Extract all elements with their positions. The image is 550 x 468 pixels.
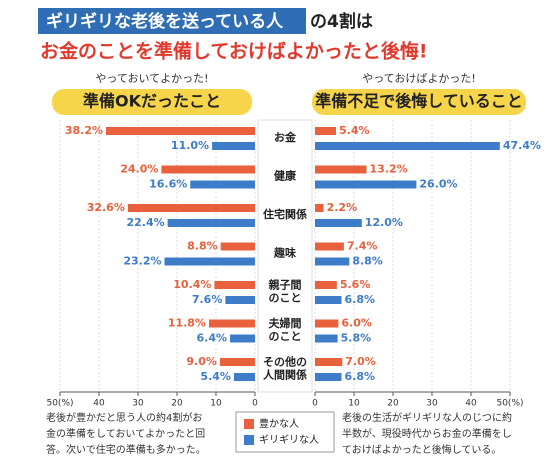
value-label: 26.0% bbox=[419, 178, 457, 191]
panel-note: やっておいてよかった! bbox=[95, 72, 208, 85]
legend-swatch bbox=[244, 435, 254, 445]
panel-heading-box bbox=[312, 89, 526, 115]
category-label: 人間関係 bbox=[263, 368, 307, 382]
value-label: 13.2% bbox=[369, 163, 407, 176]
value-label: 7.4% bbox=[347, 240, 378, 253]
category-label: 健康 bbox=[274, 169, 297, 183]
category-label: のこと bbox=[269, 330, 302, 343]
value-label: 11.0% bbox=[171, 139, 209, 152]
value-label: 11.8% bbox=[168, 317, 206, 330]
footnote: 老後が豊かだと思う人の約4割がお金の準備をしておいてよかったと回答。次いで住宅の… bbox=[46, 411, 206, 456]
x-tick-label: 50(%) bbox=[496, 399, 523, 409]
value-label: 2.2% bbox=[327, 201, 358, 214]
bar bbox=[161, 165, 255, 174]
bar bbox=[315, 373, 342, 381]
panel-heading: 準備OKだったこと bbox=[83, 92, 221, 111]
value-label: 12.0% bbox=[365, 216, 403, 229]
value-label: 6.4% bbox=[197, 332, 228, 345]
bar bbox=[315, 257, 350, 266]
panel-note: やっておけばよかった! bbox=[362, 72, 476, 85]
bar bbox=[315, 296, 342, 304]
title-highlight: ギリギリな老後を送っている人 bbox=[46, 11, 284, 32]
x-tick-label: 40 bbox=[465, 399, 477, 409]
x-tick-label: 0 bbox=[312, 399, 318, 409]
bar bbox=[214, 281, 255, 289]
legend-swatch bbox=[244, 419, 254, 429]
value-label: 9.0% bbox=[186, 355, 217, 368]
x-tick-label: 10 bbox=[348, 399, 360, 409]
value-label: 5.4% bbox=[200, 370, 231, 383]
category-label: 夫婦間 bbox=[269, 316, 302, 330]
value-label: 6.0% bbox=[341, 317, 372, 330]
value-label: 7.6% bbox=[192, 293, 223, 306]
bar bbox=[225, 296, 255, 304]
category-label: 親子間 bbox=[269, 278, 302, 292]
category-label: その他の bbox=[263, 355, 307, 369]
x-tick-label: 20 bbox=[387, 399, 399, 409]
bar bbox=[233, 373, 255, 381]
panel-heading-box bbox=[52, 89, 252, 115]
value-label: 6.8% bbox=[345, 293, 376, 306]
value-label: 47.4% bbox=[503, 139, 541, 152]
bar bbox=[315, 142, 500, 150]
x-tick-label: 40 bbox=[93, 399, 105, 409]
bar bbox=[230, 334, 255, 343]
category-label: 住宅関係 bbox=[263, 207, 307, 221]
legend-box bbox=[235, 411, 335, 453]
title-rest: の4割は bbox=[310, 11, 373, 32]
subtitle: お金のことを準備しておけばよかったと後悔! bbox=[40, 40, 428, 63]
value-label: 22.4% bbox=[126, 216, 164, 229]
x-tick-label: 30 bbox=[426, 399, 438, 409]
bar bbox=[315, 281, 337, 289]
bar bbox=[315, 334, 338, 343]
panel-heading: 準備不足で後悔していること bbox=[315, 92, 523, 111]
value-label: 5.8% bbox=[341, 332, 372, 345]
x-tick-label: 20 bbox=[171, 399, 183, 409]
category-label: 趣味 bbox=[273, 246, 296, 260]
legend-label: 豊かな人 bbox=[259, 417, 299, 430]
bar bbox=[167, 219, 255, 227]
bar bbox=[315, 180, 417, 189]
bar bbox=[315, 204, 324, 212]
bar bbox=[190, 180, 255, 189]
value-label: 38.2% bbox=[65, 124, 103, 137]
value-label: 5.6% bbox=[340, 278, 371, 291]
bar bbox=[220, 242, 255, 251]
value-label: 16.6% bbox=[149, 178, 187, 191]
bar bbox=[106, 127, 256, 135]
value-label: 5.4% bbox=[339, 124, 370, 137]
x-tick-label: 0 bbox=[252, 399, 258, 409]
category-label: お金 bbox=[274, 130, 297, 144]
bar bbox=[212, 142, 255, 150]
value-label: 24.0% bbox=[120, 163, 158, 176]
legend-label: ギリギリな人 bbox=[259, 434, 319, 446]
bar bbox=[315, 319, 339, 328]
bar bbox=[315, 165, 367, 174]
value-label: 6.8% bbox=[345, 370, 376, 383]
bar bbox=[219, 358, 255, 366]
bar bbox=[164, 257, 255, 266]
bar bbox=[315, 219, 362, 227]
value-label: 32.6% bbox=[87, 201, 125, 214]
value-label: 8.8% bbox=[187, 240, 218, 253]
value-label: 7.0% bbox=[345, 355, 376, 368]
x-tick-label: 10 bbox=[210, 399, 222, 409]
x-tick-label: 30 bbox=[132, 399, 144, 409]
footnote: 老後の生活がギリギリな人のじつに約半数が、現役時代からお金の準備をしておけばよか… bbox=[342, 411, 512, 456]
bar bbox=[315, 242, 344, 251]
value-label: 10.4% bbox=[173, 278, 211, 291]
value-label: 8.8% bbox=[352, 255, 383, 268]
x-tick-label: 50(%) bbox=[46, 399, 73, 409]
bar bbox=[315, 127, 337, 135]
bar bbox=[208, 319, 255, 328]
title-box bbox=[38, 8, 306, 34]
bar bbox=[315, 358, 343, 366]
bar bbox=[127, 204, 255, 212]
category-column bbox=[257, 119, 313, 393]
category-label: のこと bbox=[269, 292, 302, 305]
value-label: 23.2% bbox=[123, 255, 161, 268]
